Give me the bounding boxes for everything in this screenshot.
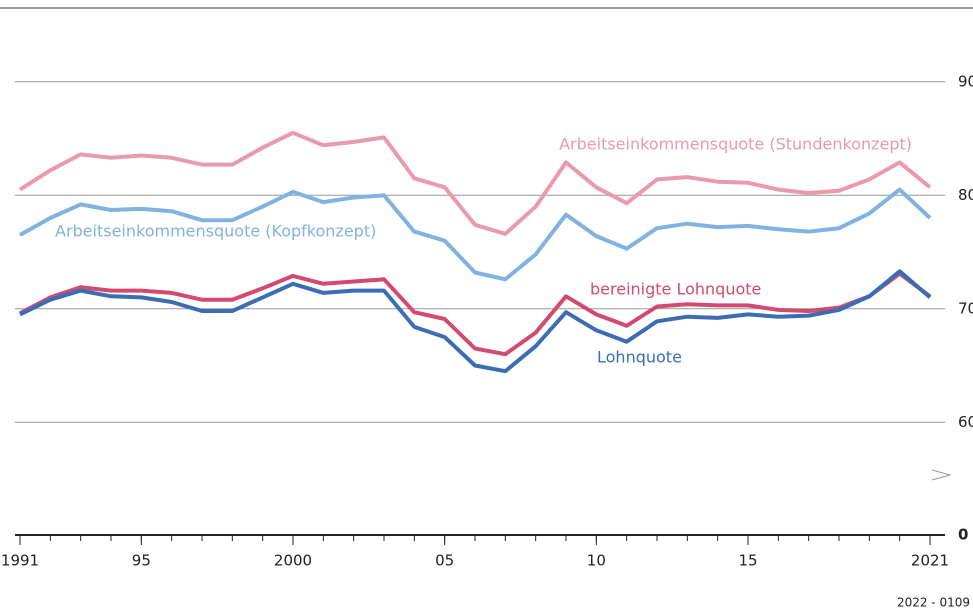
series-line [19,271,932,357]
axis-break [931,469,952,481]
series-line [19,187,932,282]
x-tick-label: 2021 [911,552,949,570]
x-tick-label: 95 [132,552,151,570]
x-tick-label: 15 [738,552,757,570]
y-tick-label: 70 [958,299,973,317]
footnote: 2022 - 0109 [897,596,970,610]
y-tick-label: 90 [958,72,973,90]
x-tick-label: 2000 [274,552,312,570]
y-tick-label: 0 [958,526,968,544]
x-tick-label: 1991 [1,552,39,570]
y-tick-label: 60 [958,413,973,431]
series-label: bereinigte Lohnquote [590,280,761,299]
x-tick-label: 05 [435,552,454,570]
series-label: Lohnquote [597,348,682,367]
x-tick-label: 10 [587,552,606,570]
series-line [18,130,932,236]
series-line [19,269,932,374]
series-label: Arbeitseinkommensquote (Stundenkonzept) [559,135,912,154]
series-label: Arbeitseinkommensquote (Kopfkonzept) [55,222,376,241]
y-tick-label: 80 [958,186,973,204]
